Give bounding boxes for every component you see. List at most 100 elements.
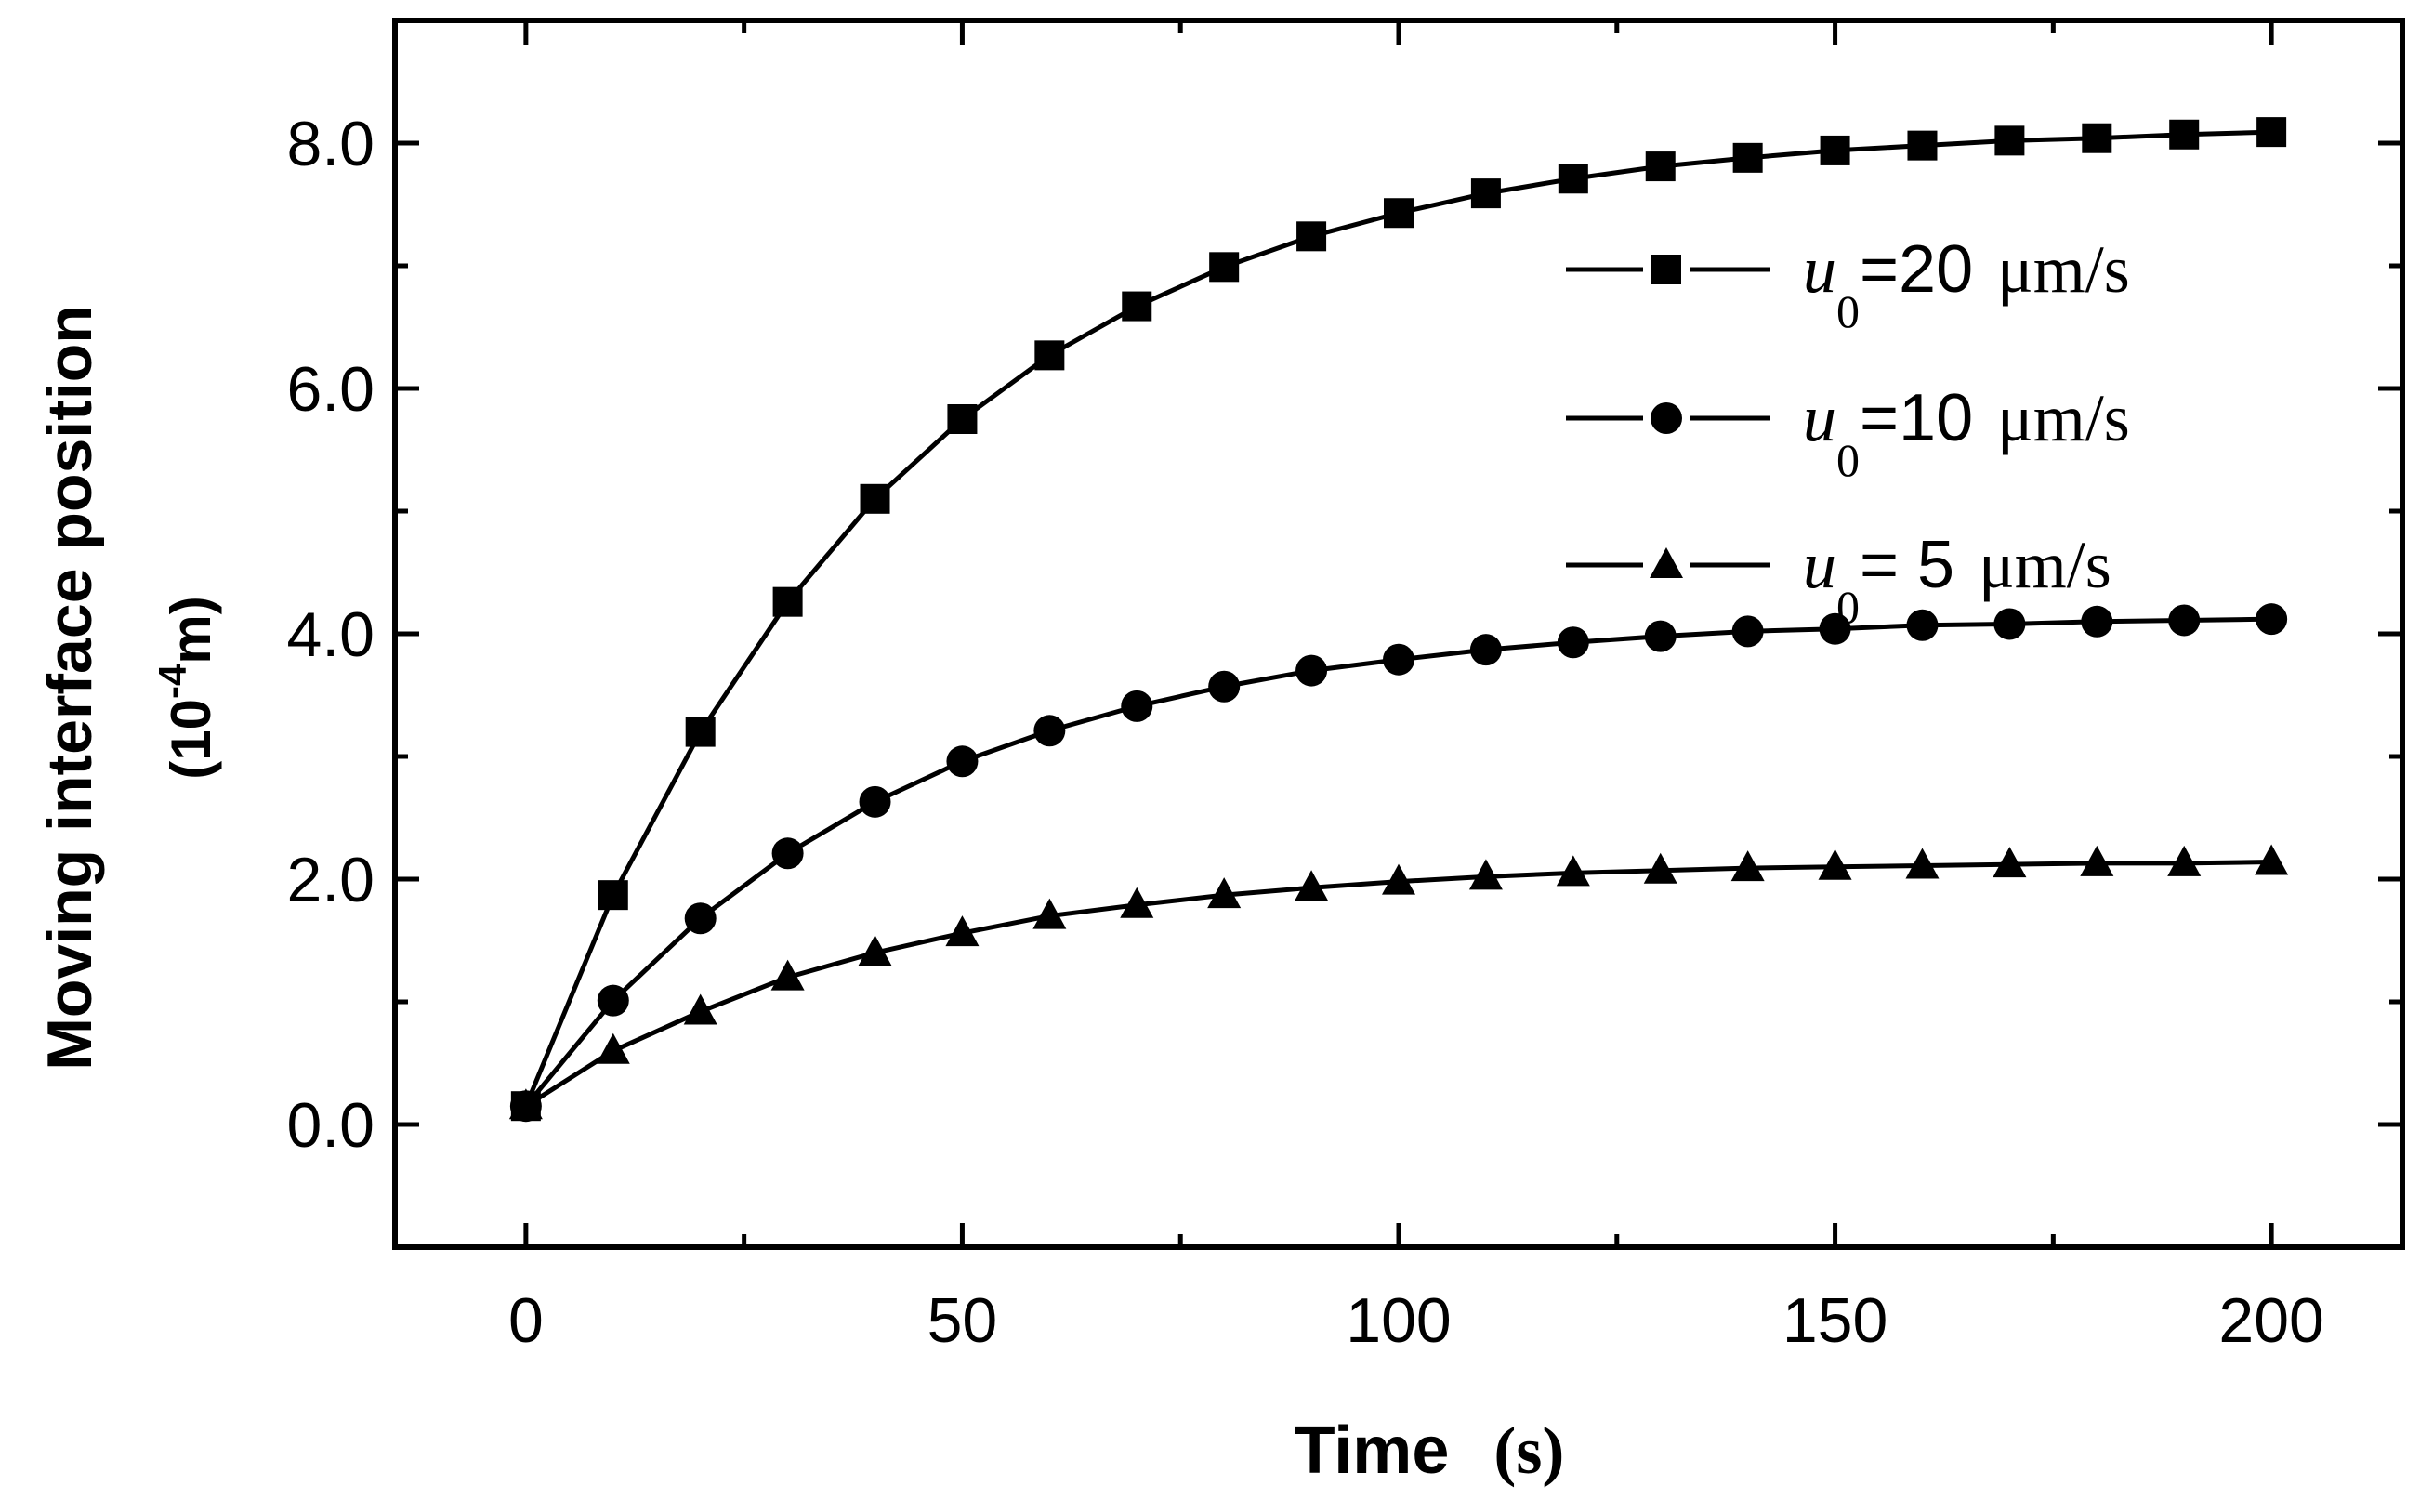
data-point-triangle [1993,847,2027,878]
data-point-square [685,717,716,747]
legend-var: u [1803,381,1836,455]
legend-unit: μm/s [1979,528,2111,602]
y-unit-exp: -4 [151,664,194,699]
data-point-circle [1993,608,2026,640]
legend-label: u0=20 μm/s [1803,232,2130,337]
data-point-triangle [1120,887,1154,918]
x-tick-label: 200 [2218,1285,2323,1356]
data-point-triangle [1382,863,1415,895]
data-point-triangle [2167,845,2202,876]
data-point-square [1820,135,1850,165]
data-point-circle [1208,670,1241,703]
x-tick-label: 150 [1782,1285,1887,1356]
data-point-triangle [1905,848,1940,879]
data-point-triangle [858,935,892,966]
y-unit-close: m) [160,596,222,664]
data-point-square [860,483,890,514]
legend-entry-circle: u0=10 μm/s [1566,381,2130,486]
legend-subscript: 0 [1836,285,1860,337]
legend-marker-triangle [1650,547,1683,578]
data-point-circle [859,785,891,818]
data-point-square [1558,164,1588,194]
data-point-circle [2081,605,2113,638]
legend-label: u0=10 μm/s [1803,381,2130,486]
y-unit-open: (10 [160,699,222,780]
legend-equals: =20 [1860,232,1973,307]
data-point-circle [597,984,629,1017]
data-point-triangle [1468,859,1503,890]
y-axis-title: Moving interface position (10-4m) [34,305,222,1071]
y-tick-label: 0.0 [286,1090,375,1161]
data-point-triangle [1730,850,1765,882]
x-axis-unit: (s) [1493,1413,1564,1488]
legend-label: u0= 5 μm/s [1803,528,2111,633]
data-point-circle [1557,626,1589,659]
data-point-circle [1033,715,1066,747]
series-layer [508,117,2289,1123]
data-point-square [598,880,628,911]
legend-marker-circle [1651,402,1682,434]
data-point-circle [771,837,804,870]
data-point-square [1384,198,1414,229]
data-point-square [947,404,978,434]
data-point-triangle [683,993,717,1025]
data-point-triangle [1032,898,1067,929]
legend: u0=20 μm/su0=10 μm/su0= 5 μm/s [1566,232,2130,633]
y-tick-label: 2.0 [286,845,375,915]
data-point-circle [1383,643,1414,676]
data-point-square [1994,125,2025,156]
data-point-circle [1469,634,1502,666]
series-square [510,117,2287,1122]
data-point-triangle [596,1032,630,1064]
data-point-circle [2256,603,2288,636]
legend-equals: = 5 [1860,528,1954,602]
data-point-square [1645,151,1676,182]
series-circle [509,603,2288,1123]
data-point-square [2256,117,2287,148]
data-point-square [1470,178,1501,209]
data-point-square [2169,119,2200,150]
data-point-circle [1121,690,1153,722]
legend-entry-square: u0=20 μm/s [1566,232,2130,337]
data-point-square [2082,123,2112,153]
data-point-circle [1731,615,1764,648]
y-tick-label: 4.0 [286,599,375,670]
x-axis-label: Time [1295,1413,1450,1488]
legend-equals: =10 [1860,381,1973,455]
data-point-triangle [2255,844,2289,875]
axis-ticks: 0.0 2.0 4.0 6.0 8.0 0 50 100 150 200 [286,18,2402,1356]
y-axis-unit: (10-4m) [151,596,222,779]
data-point-triangle [945,915,980,947]
data-point-square [772,586,803,617]
data-point-triangle [1207,877,1242,909]
x-tick-label: 100 [1346,1285,1451,1356]
data-point-square [1296,221,1327,252]
y-axis-label: Moving interface position [34,305,105,1071]
data-point-circle [1819,612,1851,645]
data-point-circle [1906,609,1939,641]
legend-var: u [1803,232,1836,307]
data-point-square [1907,130,1938,161]
x-tick-label: 50 [927,1285,998,1356]
legend-var: u [1803,528,1836,602]
data-point-circle [2168,604,2201,637]
data-point-triangle [1643,852,1677,884]
x-tick-label: 0 [508,1285,544,1356]
y-tick-label: 6.0 [286,354,375,425]
data-point-triangle [1556,855,1590,887]
data-point-circle [1295,654,1328,687]
data-point-square [1209,252,1240,283]
data-point-circle [684,902,717,935]
legend-unit: μm/s [1997,381,2130,455]
y-tick-label: 8.0 [286,109,375,179]
data-point-triangle [1818,848,1852,880]
data-point-square [1122,291,1152,322]
data-point-triangle [770,959,805,991]
legend-marker-square [1651,255,1681,284]
data-point-triangle [1295,870,1329,901]
legend-subscript: 0 [1836,434,1860,486]
legend-subscript: 0 [1836,581,1860,633]
x-axis-title: Time (s) [1295,1413,1565,1488]
data-point-circle [1644,620,1677,652]
